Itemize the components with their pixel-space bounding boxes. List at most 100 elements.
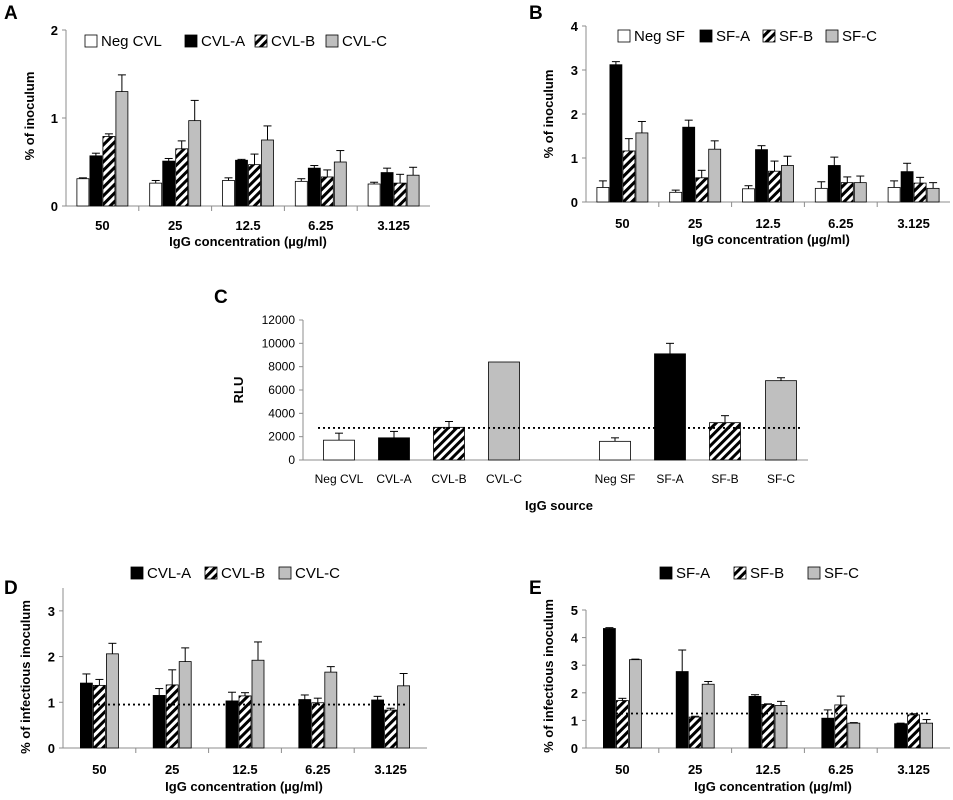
panel-d-legend-swatch-cvl-c [278,566,292,580]
panel-b-xtick-label-0: 50 [615,216,629,231]
panel-b-bar-s3-c1 [708,148,722,203]
panel-b-bar-s1-c3 [827,165,841,203]
panel-e-bar-s0-c3 [821,717,835,749]
panel-b-bar-s3-c4 [926,187,940,203]
panel-d-ytick-label-2: 2 [48,650,55,665]
panel-a-legend-label-cvl-c: CVL-C [342,33,387,50]
panel-d-bar-s2-c3 [324,671,338,749]
panel-a-legend-swatch-cvl-b [254,34,268,48]
panel-e-xtick-label-4: 3.125 [897,762,930,777]
panel-b-bar-s1-c1 [682,126,696,203]
panel-a-bar-s3-c2 [261,139,274,207]
panel-a-bar-s1-c0 [89,155,103,207]
panel-b-bar-s2-c3 [840,182,854,203]
panel-e-xtick-label-1: 25 [688,762,702,777]
panel-c-ytick-label-4: 8000 [268,360,295,374]
panel-a-legend-label-cvl-b: CVL-B [271,33,315,50]
panel-c-bar-2 [433,426,465,461]
panel-a-bar-s0-c1 [149,182,163,207]
panel-d-ytick-label-0: 0 [48,741,55,756]
panel-d-legend-label-cvl-a: CVL-A [147,565,191,582]
panel-c-ytick-label-6: 12000 [262,313,296,327]
panel-d-bar-s1-c4 [384,709,398,749]
panel-b-legend-label-sf-a: SF-A [716,28,750,45]
panel-a-bar-s3-c4 [406,174,420,207]
panel-e-ylabel: % of infectious inoculum [541,599,556,753]
panel-d-xtick-label-4: 3.125 [374,762,407,777]
panel-d-xtick-label-1: 25 [165,762,179,777]
panel-a-bar-s1-c3 [307,167,321,207]
panel-c-ylabel: RLU [231,377,246,404]
panel-e-bar-s2-c2 [774,705,788,749]
panel-a-bar-s0-c3 [294,180,308,207]
panel-e-ytick-label-1: 1 [571,713,578,728]
panel-a-ylabel: % of inoculum [22,72,37,161]
panel-e-bar-s0-c1 [675,671,689,749]
panel-a-xtick-label-3: 6.25 [308,218,333,233]
panel-e-xtick-label-2: 12.5 [755,762,780,777]
panel-e-xtick-label-0: 50 [615,762,629,777]
panel-d-bar-s0-c4 [371,699,385,749]
panel-b-xtick-label-3: 6.25 [828,216,853,231]
panel-c-bar-5 [654,353,686,461]
panel-b-bar-s0-c4 [887,187,901,203]
panel-d-legend-label-cvl-b: CVL-B [221,565,265,582]
panel-e-legend-label-sf-b: SF-B [750,565,784,582]
panel-e-bar-s0-c2 [748,695,762,749]
panel-a-bar-s0-c2 [222,180,235,207]
panel-e-bar-s2-c0 [629,659,642,749]
panel-b-legend-swatch-neg-sf [617,29,631,43]
panel-b-xtick-label-1: 25 [688,216,702,231]
panel-c-xlabel: IgG source [525,498,593,513]
panel-e-ytick-label-4: 4 [571,631,579,646]
panel-a-bar-s2-c3 [320,176,334,207]
panel-d-legend-label-cvl-c: CVL-C [295,565,340,582]
panel-b-ytick-label-2: 2 [571,107,578,122]
panel-c-xtick-label-2: CVL-B [431,472,466,486]
panel-c-ytick-label-0: 0 [288,453,295,467]
panel-a-xtick-label-1: 25 [168,218,182,233]
panel-b-bar-s0-c3 [814,187,828,203]
panel-b-ytick-label-1: 1 [571,151,578,166]
panel-b-legend-label-sf-b: SF-B [779,28,813,45]
panel-e-legend-swatch-sf-c [807,566,821,580]
panel-b-bar-s1-c2 [755,149,768,203]
panel-e-bar-s1-c4 [907,714,920,749]
panel-a-bar-s2-c2 [248,164,261,207]
panel-d-ylabel: % of infectious inoculum [18,600,33,754]
panel-a-bar-s1-c1 [162,160,176,207]
panel-d-legend-swatch-cvl-a [130,566,144,580]
panel-b-legend-swatch-sf-c [825,29,839,43]
panel-b-xtick-label-2: 12.5 [755,216,780,231]
panel-a-bar-s3-c1 [188,120,202,207]
panel-label-b: B [529,3,543,24]
panel-b-ytick-label-0: 0 [571,195,578,210]
panel-e-bar-s1-c0 [616,700,629,749]
panel-b-xlabel: IgG concentration (µg/ml) [692,232,850,247]
panel-b-ytick-label-3: 3 [571,63,578,78]
panel-c-bar-7 [765,380,797,461]
panel-a-xtick-label-2: 12.5 [235,218,260,233]
panel-a-legend-swatch-cvl-a [184,34,198,48]
panel-b-ytick-label-4: 4 [571,19,579,34]
panel-a-legend-swatch-neg-cvl [84,34,98,48]
panel-d-bar-s0-c2 [225,700,239,749]
panel-b-bar-s3-c3 [853,182,867,203]
panel-a-bar-s3-c3 [333,161,347,207]
panel-e-legend-label-sf-c: SF-C [824,565,859,582]
panel-e-bar-s2-c3 [847,722,861,749]
panel-a-xlabel: IgG concentration (µg/ml) [169,234,327,249]
panel-d-ytick-label-1: 1 [48,695,55,710]
panel-a-xtick-label-4: 3.125 [377,218,410,233]
panel-c-xtick-label-4: Neg SF [595,472,636,486]
panel-e-legend-swatch-sf-a [659,566,673,580]
panel-c-ytick-label-3: 6000 [268,383,295,397]
panel-e-bar-s0-c4 [894,723,907,749]
panel-b-bar-s0-c2 [742,188,755,203]
panel-b-bar-s2-c4 [913,182,927,203]
panel-c-xtick-label-1: CVL-A [376,472,411,486]
panel-c-bar-3 [488,361,520,461]
panel-a-ytick-label-1: 1 [51,111,58,126]
panel-label-e: E [529,578,542,599]
